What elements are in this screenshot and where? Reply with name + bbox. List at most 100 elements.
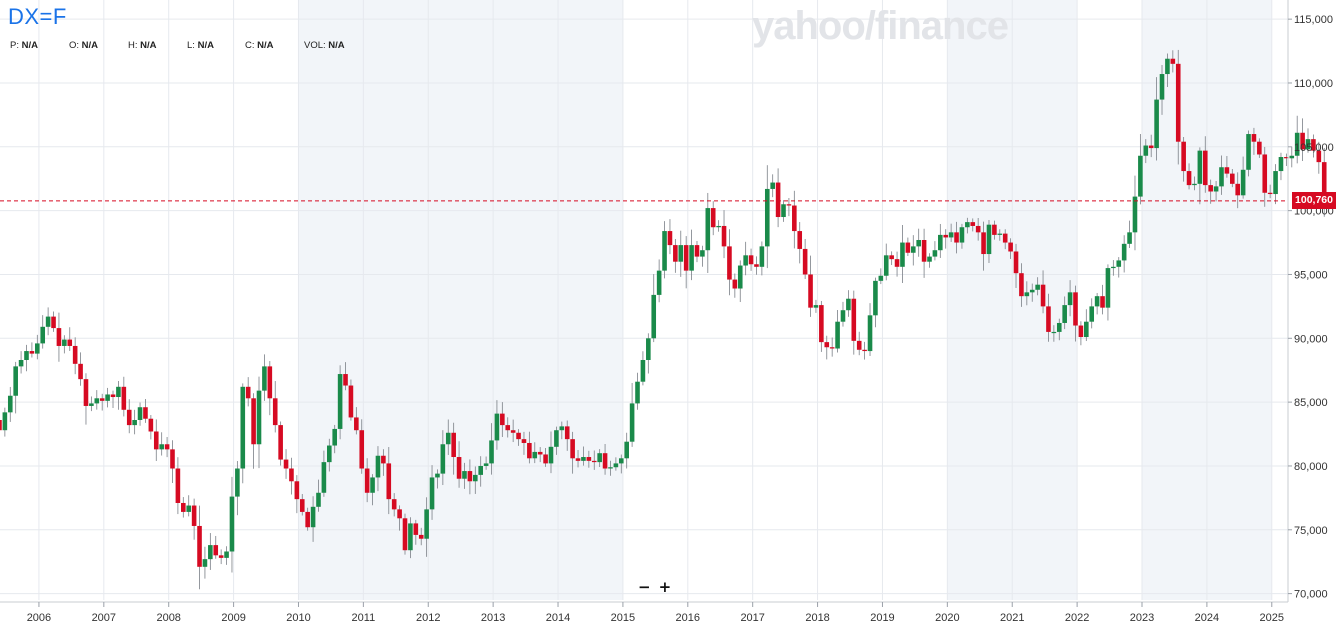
ohlc-volume: VOL: N/A <box>304 40 345 51</box>
candle-down <box>694 245 700 257</box>
zoom-out-button[interactable]: − <box>638 578 651 596</box>
candle-down <box>970 222 976 226</box>
candle-up <box>1165 58 1170 75</box>
candle-down <box>1073 292 1078 326</box>
candle-down <box>1202 150 1208 186</box>
candle-down <box>710 208 716 228</box>
candle-up <box>483 463 489 466</box>
x-tick-label: 2015 <box>611 612 635 624</box>
candle-down <box>1148 145 1154 149</box>
candle-down <box>456 457 462 479</box>
candle-down <box>1321 162 1327 200</box>
candle-up <box>1094 296 1100 307</box>
candle-down <box>1230 173 1235 184</box>
candle-up <box>62 339 67 346</box>
candle-down <box>143 407 148 419</box>
candle-up <box>494 413 500 441</box>
candle-down <box>197 525 202 567</box>
candle-up <box>229 496 235 552</box>
candle-down <box>792 205 797 232</box>
candle-down <box>575 458 581 461</box>
candle-down <box>824 342 830 348</box>
candle-up <box>375 455 381 478</box>
grid-lines <box>0 0 1288 600</box>
candle-down <box>354 417 359 431</box>
candle-down <box>1175 63 1181 142</box>
candle-up <box>1116 260 1122 267</box>
candle-up <box>224 551 229 558</box>
candle-up <box>202 559 208 567</box>
candle-down <box>667 231 673 246</box>
candle-up <box>208 545 213 560</box>
shaded-year-bands <box>298 0 1272 600</box>
candle-down <box>1316 150 1322 163</box>
candle-down <box>1267 192 1273 195</box>
candle-down <box>175 468 181 503</box>
candle-down <box>856 340 862 350</box>
ohlc-high: H: N/A <box>128 40 157 51</box>
candle-up <box>651 294 657 339</box>
candle-up <box>332 428 338 446</box>
candle-up <box>1294 132 1300 156</box>
ohlc-price: P: N/A <box>10 40 38 51</box>
candle-up <box>159 444 164 450</box>
candle-down <box>1235 183 1241 196</box>
ohlc-close: C: N/A <box>245 40 274 51</box>
x-tick-label: 2014 <box>546 612 570 624</box>
candle-up <box>1159 74 1165 100</box>
candle-up <box>1289 155 1295 159</box>
candle-down <box>218 555 224 558</box>
y-tick-label: 90,000 <box>1294 333 1328 345</box>
candle-up <box>986 224 992 255</box>
candle-up <box>440 444 446 474</box>
candle-down <box>1046 306 1051 332</box>
candle-down <box>72 345 78 364</box>
candle-down <box>921 240 927 262</box>
candle-down <box>51 316 56 329</box>
candle-up <box>532 451 538 459</box>
candle-down <box>797 231 803 249</box>
candle-down <box>802 248 808 275</box>
candle-up <box>186 505 192 512</box>
candle-up <box>1067 292 1073 306</box>
candle-up <box>883 255 889 276</box>
zoom-in-button[interactable]: + <box>658 578 672 596</box>
y-tick-label: 105,000 <box>1294 142 1334 154</box>
candle-down <box>905 242 911 253</box>
candle-down <box>148 418 154 432</box>
candle-up <box>656 270 662 295</box>
candle-down <box>537 451 543 455</box>
candles <box>0 49 1327 590</box>
candle-up <box>927 256 932 262</box>
x-tick-label: 2017 <box>740 612 764 624</box>
candle-down <box>808 274 813 308</box>
candle-down <box>1186 171 1192 186</box>
x-tick-label: 2010 <box>286 612 310 624</box>
candle-up <box>472 474 478 482</box>
y-tick-label: 85,000 <box>1294 397 1328 409</box>
y-tick-label: 70,000 <box>1294 589 1328 601</box>
candle-down <box>586 457 592 461</box>
candle-up <box>1127 232 1132 244</box>
candle-down <box>251 398 256 445</box>
candle-down <box>981 232 986 255</box>
candle-up <box>235 468 240 497</box>
candle-up <box>35 343 40 354</box>
candle-up <box>1197 150 1203 184</box>
candle-up <box>1138 155 1143 197</box>
candle-up <box>137 407 143 420</box>
ticker-symbol: DX=F <box>8 4 67 29</box>
candle-up <box>1084 321 1089 338</box>
candle-up <box>1273 171 1278 195</box>
candle-up <box>873 280 878 316</box>
candle-up <box>867 315 873 352</box>
ohlc-open: O: N/A <box>69 40 99 51</box>
candle-up <box>1143 145 1149 156</box>
candle-down <box>505 425 511 431</box>
x-tick-label: 2011 <box>352 612 376 624</box>
x-tick-label: 2018 <box>805 612 829 624</box>
candle-down <box>402 518 408 551</box>
candle-down <box>99 398 105 401</box>
candle-up <box>1121 243 1127 261</box>
